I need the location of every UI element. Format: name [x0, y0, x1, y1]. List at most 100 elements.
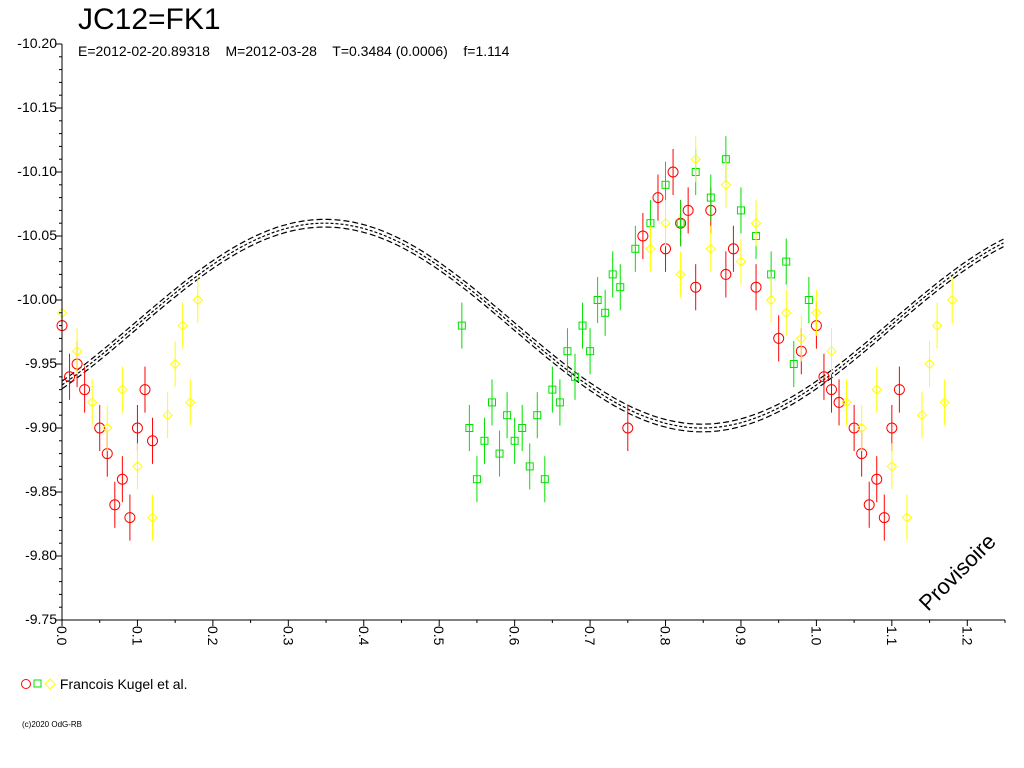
x-tick-label: 0.9	[733, 626, 749, 646]
data-point-square	[601, 308, 610, 317]
y-tick-label: -10.20	[17, 35, 57, 51]
data-point-diamond	[185, 397, 196, 408]
data-point-circle	[690, 281, 702, 293]
copyright-note: (c)2020 OdG-RB	[22, 720, 83, 729]
data-point-diamond	[871, 384, 882, 395]
data-point-diamond	[916, 409, 928, 421]
data-point-diamond	[901, 512, 913, 523]
data-point-diamond	[946, 294, 958, 306]
chart-title: JC12=FK1	[78, 3, 221, 36]
data-point-circle	[94, 422, 106, 434]
data-point-diamond	[660, 217, 671, 229]
data-point-square	[548, 385, 557, 394]
x-tick-label: 1.0	[808, 626, 824, 646]
data-point-circle	[863, 499, 875, 511]
data-point-circle	[64, 371, 76, 383]
data-point-square	[570, 372, 579, 381]
data-point-circle	[637, 230, 649, 242]
x-tick-label: 0.1	[129, 626, 145, 646]
data-point-square	[789, 360, 798, 368]
y-tick-label: -9.90	[25, 419, 57, 435]
data-point-circle	[833, 396, 845, 408]
legend-square-marker	[33, 679, 42, 688]
provisoire-watermark: Provisoire	[914, 529, 1001, 616]
data-point-square	[782, 257, 791, 266]
y-tick-label: -9.95	[25, 355, 57, 371]
data-point-diamond	[886, 461, 898, 472]
data-point-square	[518, 424, 527, 432]
y-tick-label: -10.15	[17, 99, 57, 115]
data-point-square	[540, 475, 549, 484]
data-point-circle	[622, 422, 634, 434]
data-point-diamond	[735, 256, 747, 267]
data-point-circle	[131, 422, 143, 434]
data-point-diamond	[192, 294, 203, 306]
data-point-square	[578, 321, 587, 330]
data-point-circle	[818, 371, 830, 383]
data-point-diamond	[856, 422, 867, 434]
axes-group: -10.20 -10.15 -10.10 -10.05 -10.00 -9.95 -9.90…	[17, 35, 1006, 646]
data-point-circle	[750, 281, 762, 293]
data-point-square	[503, 411, 512, 420]
data-point-square	[608, 270, 617, 279]
data-point-diamond	[841, 397, 852, 408]
chart-subtitle: E=2012-02-20.89318 M=2012-03-28 T=0.3484…	[78, 43, 510, 59]
data-point-diamond	[117, 384, 128, 395]
data-point-diamond	[86, 397, 98, 408]
data-point-square	[488, 398, 497, 407]
data-point-circle	[116, 473, 128, 485]
data-point-circle	[825, 384, 837, 396]
data-point-circle	[147, 435, 159, 447]
data-point-square	[593, 296, 602, 304]
data-point-diamond	[924, 358, 935, 370]
legend: Francois Kugel et al.	[20, 675, 188, 693]
data-point-square	[495, 449, 504, 458]
data-point-square	[631, 244, 640, 253]
x-tick-label: 1.2	[959, 626, 975, 646]
data-point-diamond	[781, 307, 792, 319]
y-tick-label: -9.85	[25, 483, 57, 499]
data-point-diamond	[826, 345, 837, 357]
y-tick-label: -9.80	[25, 547, 57, 563]
data-point-square	[563, 347, 572, 356]
data-point-diamond	[720, 179, 732, 191]
data-point-diamond	[765, 294, 777, 306]
data-point-diamond	[169, 358, 181, 370]
data-point-diamond	[931, 320, 943, 331]
data-point-square	[555, 398, 564, 407]
data-point-diamond	[645, 243, 656, 255]
data-points-group	[56, 136, 958, 541]
data-point-square	[676, 219, 685, 228]
data-point-circle	[667, 166, 679, 178]
data-point-circle	[848, 422, 860, 434]
data-point-square	[525, 462, 534, 471]
y-tick-label: -9.75	[25, 611, 57, 627]
data-point-circle	[682, 204, 694, 216]
x-tick-label: 0.4	[356, 626, 372, 646]
data-point-circle	[720, 268, 732, 280]
data-point-square	[457, 321, 466, 330]
data-point-square	[465, 424, 474, 432]
data-point-diamond	[939, 397, 950, 408]
data-point-circle	[109, 499, 121, 511]
model-curve-line	[61, 226, 1004, 433]
x-tick-label: 0.3	[280, 626, 296, 646]
data-point-circle	[139, 384, 151, 396]
data-point-diamond	[675, 269, 686, 280]
data-point-square	[510, 436, 519, 445]
data-point-circle	[871, 473, 883, 485]
x-tick-label: 0.5	[431, 626, 447, 646]
data-point-circle	[886, 422, 898, 434]
x-tick-label: 0.2	[205, 626, 221, 646]
x-tick-label: 0.8	[658, 626, 674, 646]
legend-label: Francois Kugel et al.	[59, 676, 188, 692]
data-point-diamond	[162, 409, 173, 421]
data-point-square	[736, 206, 745, 215]
y-tick-label: -10.10	[17, 163, 57, 179]
data-point-square	[480, 436, 489, 445]
data-point-square	[586, 347, 595, 356]
data-point-circle	[727, 243, 739, 255]
data-point-circle	[79, 384, 91, 396]
data-point-diamond	[102, 422, 113, 434]
